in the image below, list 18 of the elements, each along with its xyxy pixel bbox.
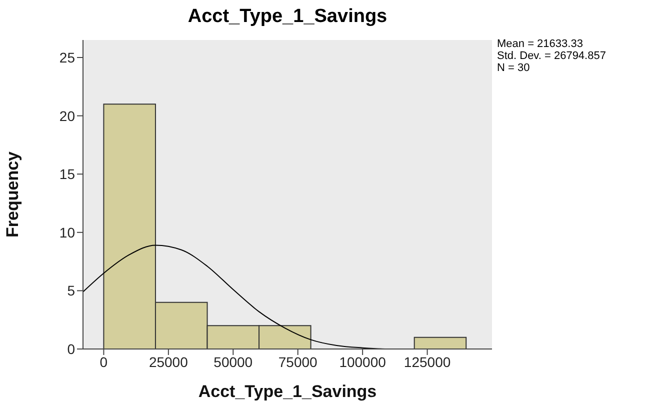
y-tick-label: 0 — [67, 340, 76, 357]
y-axis-title: Frequency — [3, 150, 22, 238]
x-tick-label: 50000 — [214, 354, 253, 370]
x-tick-label: 25000 — [148, 354, 188, 370]
y-tick-label: 20 — [59, 108, 76, 124]
y-tick-label: 25 — [59, 49, 76, 66]
text: N = 30 — [497, 62, 531, 74]
y-tick-label: 15 — [59, 166, 76, 182]
x-axis-title: Acct_Type_1_Savings — [198, 382, 377, 401]
x-tick-label: 100000 — [339, 354, 386, 370]
chart-title: Acct_Type_1_Savings — [186, 6, 388, 28]
y-tick-label: 5 — [67, 282, 76, 299]
y-tick-label: 10 — [59, 224, 76, 240]
x-tick-label: 0 — [100, 354, 108, 370]
x-tick-label: 125000 — [404, 354, 451, 370]
x-tick-label: 75000 — [278, 354, 318, 370]
text: Mean = 21633.33 — [497, 38, 584, 50]
text: Std. Dev. = 26794.857 — [497, 50, 606, 62]
